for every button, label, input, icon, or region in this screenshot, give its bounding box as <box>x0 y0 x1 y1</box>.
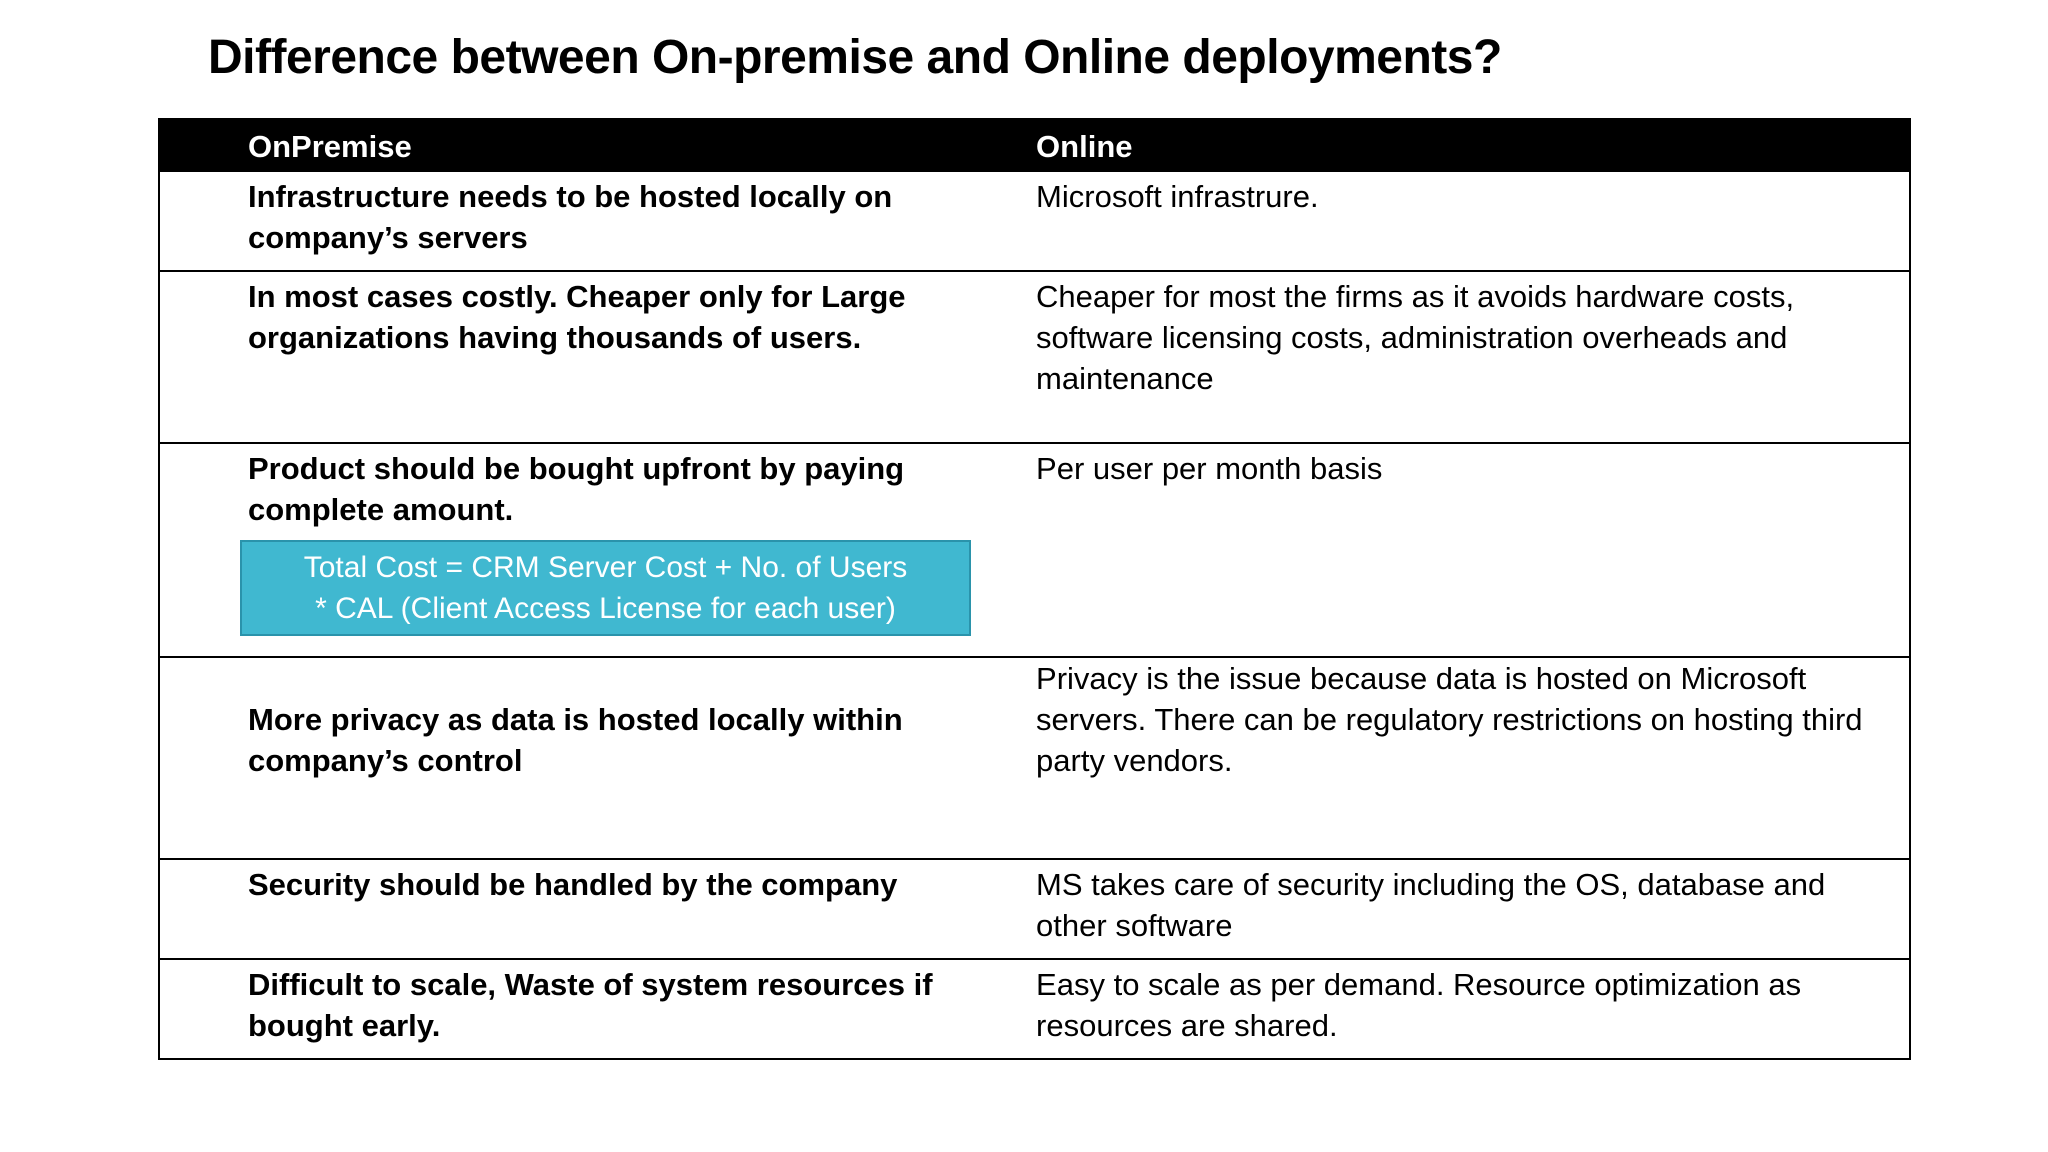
onpremise-cell: In most cases costly. Cheaper only for L… <box>248 279 906 355</box>
table-row: Security should be handled by the compan… <box>160 858 1909 958</box>
comparison-table: OnPremise Online Infrastructure needs to… <box>158 118 1911 1060</box>
table-row: Product should be bought upfront by payi… <box>160 442 1909 656</box>
cost-formula-box: Total Cost = CRM Server Cost + No. of Us… <box>240 540 971 636</box>
online-cell: Microsoft infrastrure. <box>1036 179 1319 214</box>
slide-title: Difference between On-premise and Online… <box>208 31 1502 84</box>
table-row: Difficult to scale, Waste of system reso… <box>160 958 1909 1058</box>
onpremise-cell: Difficult to scale, Waste of system reso… <box>248 967 933 1043</box>
table-header-row: OnPremise Online <box>160 120 1909 170</box>
header-online: Online <box>1036 129 1133 164</box>
table-row: In most cases costly. Cheaper only for L… <box>160 270 1909 442</box>
online-cell: MS takes care of security including the … <box>1036 867 1826 943</box>
header-onpremise: OnPremise <box>248 129 412 164</box>
online-cell: Per user per month basis <box>1036 451 1383 486</box>
online-cell: Easy to scale as per demand. Resource op… <box>1036 967 1802 1043</box>
table-row: Infrastructure needs to be hosted locall… <box>160 170 1909 270</box>
cost-formula-line-1: Total Cost = CRM Server Cost + No. of Us… <box>303 551 908 584</box>
onpremise-cell: Security should be handled by the compan… <box>248 867 898 902</box>
online-cell: Privacy is the issue because data is hos… <box>1036 661 1863 778</box>
online-cell: Cheaper for most the firms as it avoids … <box>1036 279 1795 396</box>
onpremise-cell: More privacy as data is hosted locally w… <box>248 702 903 778</box>
onpremise-cell: Infrastructure needs to be hosted locall… <box>248 179 893 255</box>
cost-formula-line-2: * CAL (Client Access License for each us… <box>315 592 896 625</box>
table-row: More privacy as data is hosted locally w… <box>160 656 1909 858</box>
onpremise-cell: Product should be bought upfront by payi… <box>248 451 905 527</box>
